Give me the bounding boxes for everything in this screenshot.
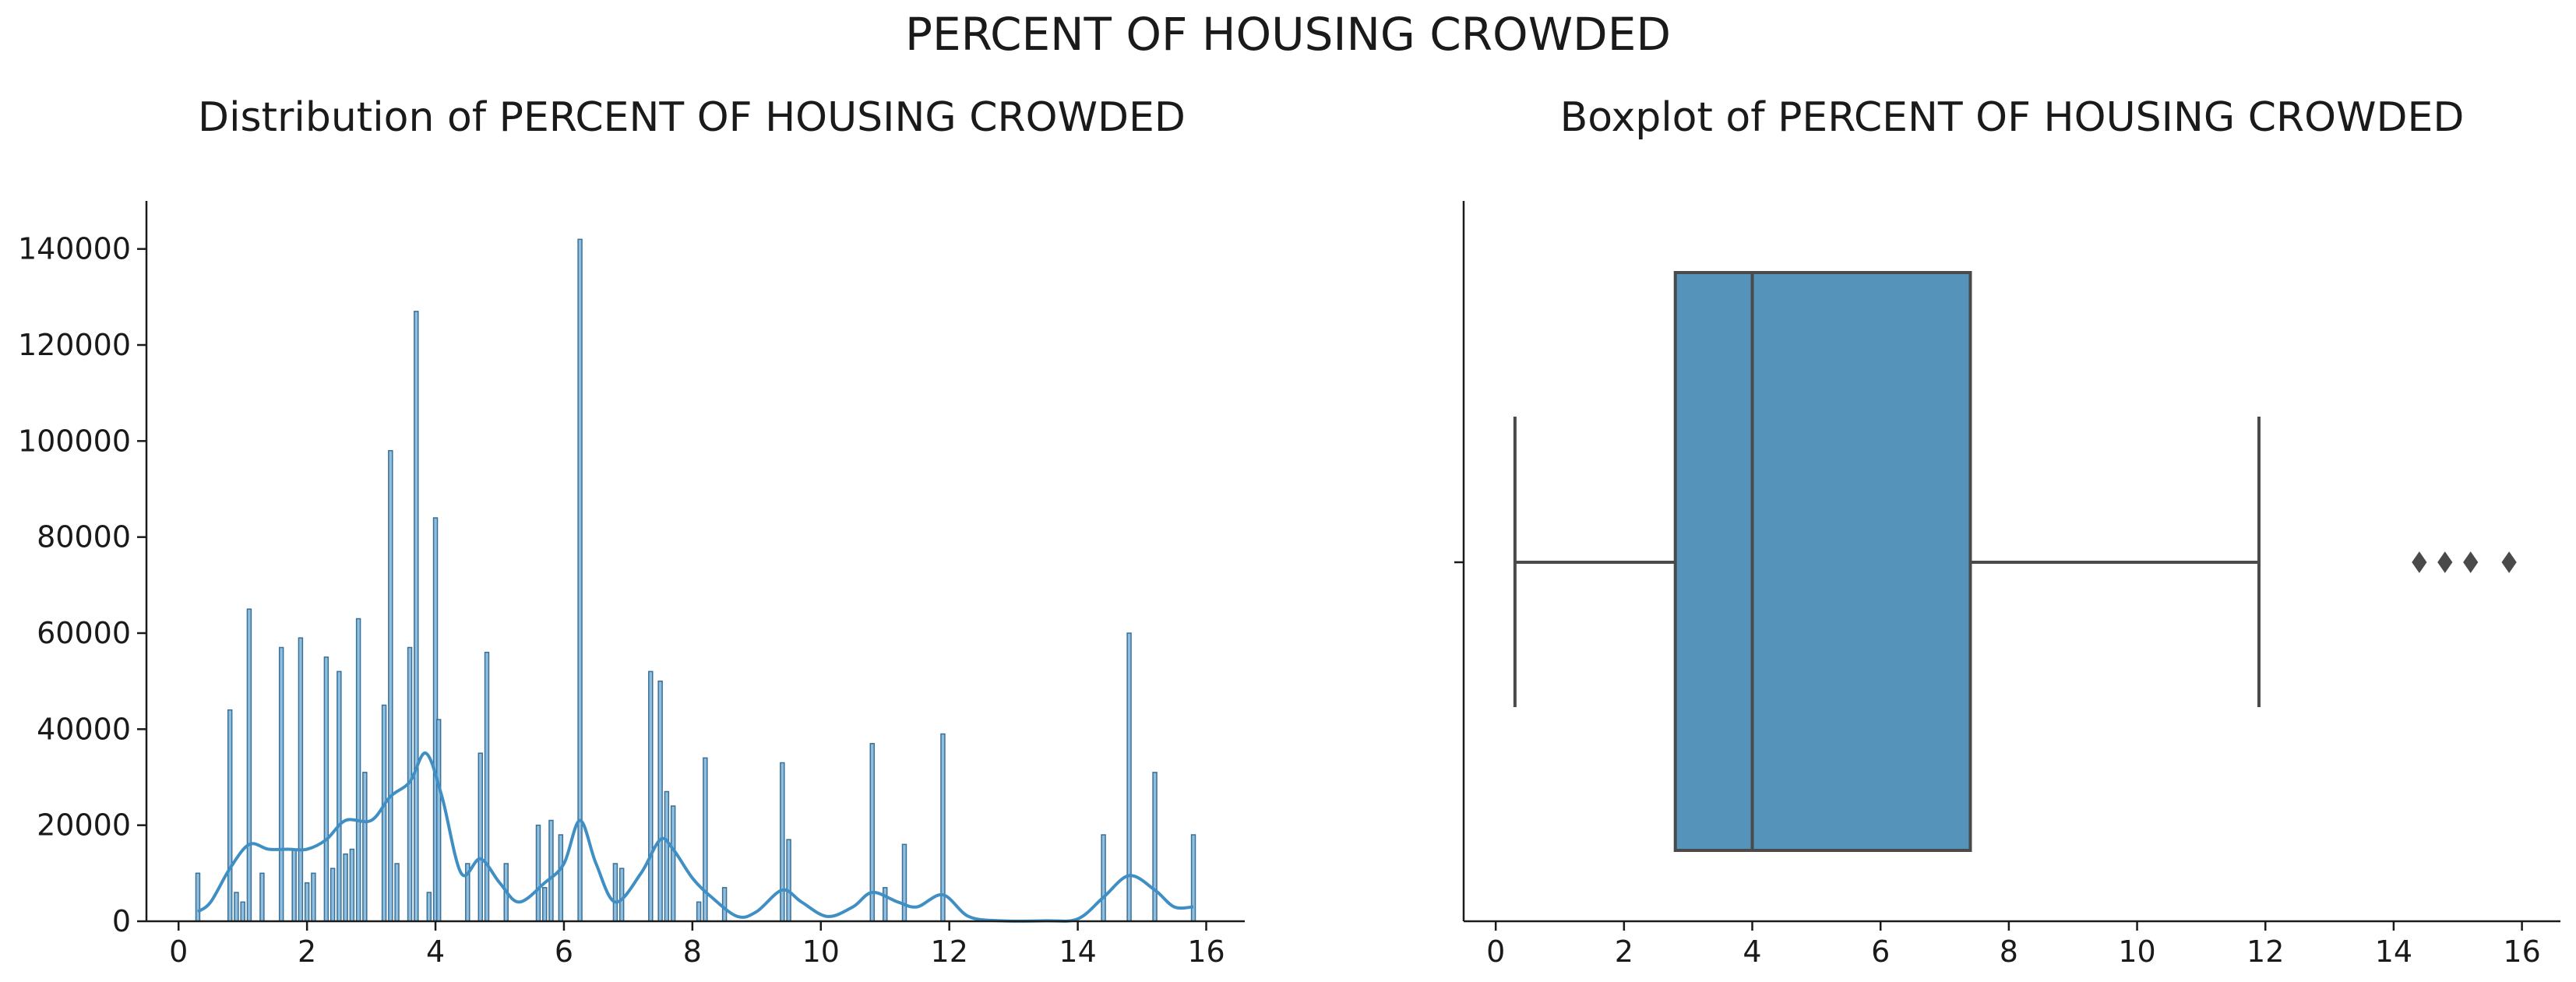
x-tick-label: 8 (683, 934, 702, 969)
x-tick-label: 10 (802, 934, 840, 969)
histogram-bar (343, 853, 348, 922)
x-tick-label: 0 (169, 934, 188, 969)
boxplot-panel: Boxplot of PERCENT OF HOUSING CROWDED 0 2 4… (1454, 94, 2560, 969)
histogram-bar (721, 887, 728, 922)
x-tick-label: 12 (931, 934, 968, 969)
histogram-bar (414, 311, 419, 922)
y-tick-label: 100000 (18, 424, 131, 458)
histogram-bar (1126, 632, 1132, 922)
histogram-bar (901, 843, 907, 922)
histogram-bar (362, 772, 368, 922)
histogram-bar (648, 671, 654, 922)
histogram-bar (195, 872, 201, 922)
x-tick-label: 4 (1743, 934, 1761, 969)
y-tick-label: 0 (112, 904, 131, 938)
y-tick-label: 120000 (18, 328, 131, 362)
y-tick-label: 40000 (37, 712, 131, 746)
histogram-bar (426, 892, 432, 922)
y-tick-label: 80000 (37, 520, 131, 554)
histogram-bar (349, 848, 355, 922)
x-tick-label: 14 (2375, 934, 2412, 969)
histogram-bar (435, 719, 442, 922)
y-tick-label: 60000 (37, 616, 131, 650)
histogram-panel: Distribution of PERCENT OF HOUSING CROWD… (18, 94, 1245, 969)
histogram-bar (227, 709, 233, 922)
histogram-bar (548, 819, 554, 922)
x-tick-label: 16 (1187, 934, 1225, 969)
x-tick-label: 12 (2247, 934, 2284, 969)
histogram-bar (703, 757, 708, 922)
outlier-point (2463, 551, 2479, 573)
histogram-bar (484, 651, 490, 922)
histogram-title: Distribution of PERCENT OF HOUSING CROWD… (198, 94, 1186, 141)
histogram-bar (1101, 834, 1106, 922)
kde-curve (196, 751, 1194, 923)
iqr-box (1673, 271, 1972, 852)
histogram-bar (355, 618, 361, 922)
x-tick-label: 6 (555, 934, 573, 969)
x-tick-label: 0 (1486, 934, 1505, 969)
x-tick-label: 4 (426, 934, 445, 969)
histogram-bar (304, 882, 310, 922)
histogram-bar (696, 901, 702, 922)
x-tick-label: 2 (298, 934, 316, 969)
histogram-bar (234, 892, 239, 922)
x-tick-label: 10 (2118, 934, 2155, 969)
histogram-bar (246, 608, 252, 922)
outlier-point (2437, 551, 2453, 573)
histogram-bar (780, 762, 785, 922)
histogram-bar (618, 868, 625, 922)
histogram-bar (337, 671, 342, 922)
outlier-point (2501, 551, 2517, 573)
histogram-bar (278, 646, 284, 922)
histogram-bar (311, 872, 316, 922)
histogram-bar (670, 805, 676, 922)
x-tick-label: 6 (1871, 934, 1890, 969)
histogram-bar (883, 887, 888, 922)
y-tick-label: 20000 (37, 808, 131, 843)
histogram-bar (612, 863, 618, 922)
outlier-point (2412, 551, 2427, 573)
histogram-bar (381, 704, 387, 922)
histogram-bar (542, 887, 548, 922)
histogram-bar (323, 656, 329, 922)
histogram-bar (240, 901, 245, 922)
histogram-bar (869, 743, 875, 922)
histogram-bar (388, 449, 393, 922)
histogram-bar (664, 790, 670, 922)
x-tick-label: 8 (2000, 934, 2018, 969)
histogram-bar (657, 680, 663, 922)
x-tick-label: 16 (2503, 934, 2540, 969)
histogram-bar (558, 834, 564, 922)
histogram-bar (477, 752, 483, 922)
x-tick-label: 2 (1615, 934, 1633, 969)
histogram-bar (259, 872, 265, 922)
histogram-bar (786, 839, 791, 922)
histogram-bar (329, 868, 336, 922)
x-tick-label: 14 (1059, 934, 1096, 969)
figure-title: PERCENT OF HOUSING CROWDED (904, 8, 1672, 61)
histogram-bar (291, 848, 297, 922)
histogram-bar (1152, 772, 1158, 922)
histogram-bar (394, 863, 400, 922)
histogram-bar (535, 824, 541, 922)
y-tick-label: 140000 (18, 232, 131, 266)
boxplot-title: Boxplot of PERCENT OF HOUSING CROWDED (1560, 94, 2465, 141)
histogram-bar (298, 637, 304, 922)
